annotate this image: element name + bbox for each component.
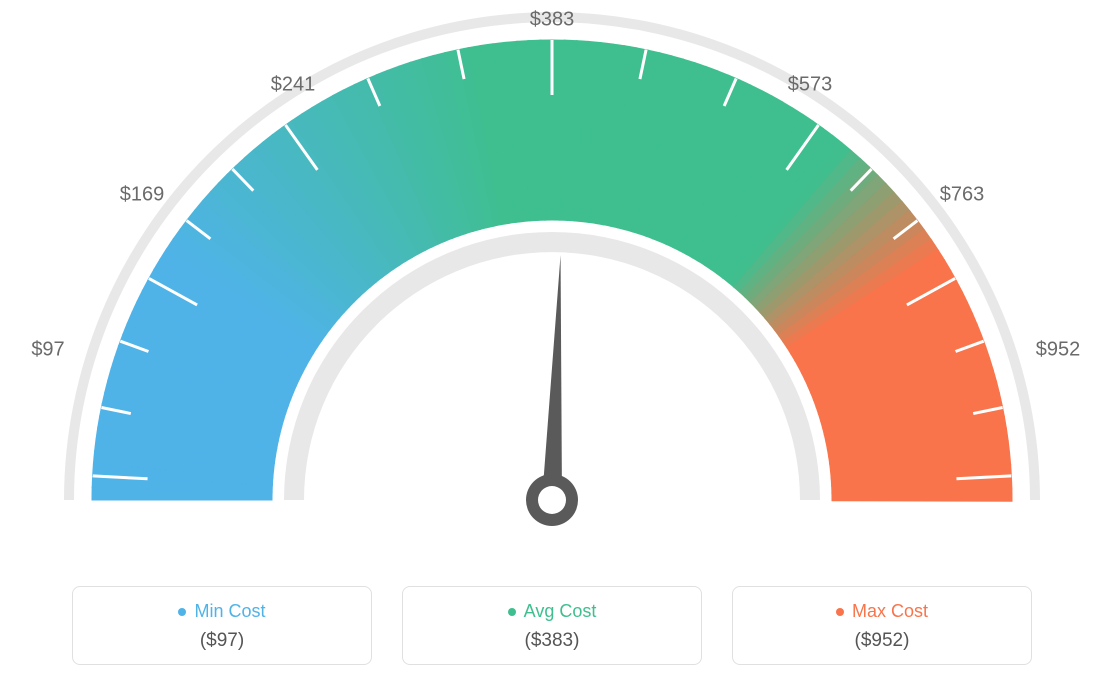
legend-box-avg: Avg Cost ($383) <box>402 586 702 665</box>
legend-label-avg: Avg Cost <box>508 601 597 622</box>
gauge-area: $97 $169 $241 $383 $573 $763 $952 <box>0 0 1104 560</box>
legend-row: Min Cost ($97) Avg Cost ($383) Max Cost … <box>0 586 1104 665</box>
tick-label: $241 <box>271 74 316 97</box>
legend-value-max: ($952) <box>733 630 1031 652</box>
tick-label: $573 <box>788 74 833 97</box>
legend-label-max-text: Max Cost <box>852 601 928 622</box>
legend-box-min: Min Cost ($97) <box>72 586 372 665</box>
legend-dot-max <box>836 608 844 616</box>
legend-label-avg-text: Avg Cost <box>524 601 597 622</box>
legend-box-max: Max Cost ($952) <box>732 586 1032 665</box>
tick-label: $383 <box>530 9 575 32</box>
legend-label-min: Min Cost <box>178 601 265 622</box>
legend-value-min: ($97) <box>73 630 371 652</box>
legend-label-max: Max Cost <box>836 601 928 622</box>
legend-dot-avg <box>508 608 516 616</box>
tick-label: $763 <box>940 184 985 207</box>
gauge-svg <box>0 0 1104 560</box>
tick-label: $169 <box>120 184 165 207</box>
tick-label: $952 <box>1036 339 1081 362</box>
chart-container: $97 $169 $241 $383 $573 $763 $952 Min Cost ($9… <box>0 0 1104 690</box>
tick-label: $97 <box>31 339 64 362</box>
legend-dot-min <box>178 608 186 616</box>
legend-value-avg: ($383) <box>403 630 701 652</box>
legend-label-min-text: Min Cost <box>194 601 265 622</box>
